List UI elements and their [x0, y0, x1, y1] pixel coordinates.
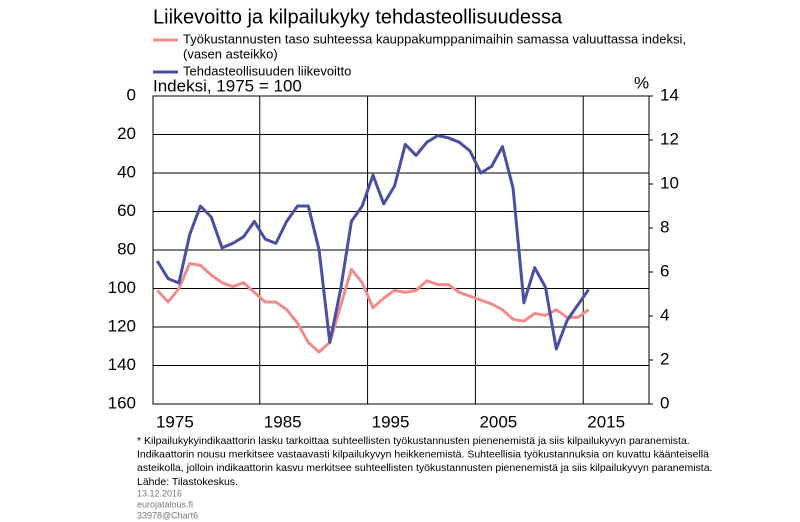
y2-tick-label: 0: [660, 393, 669, 412]
footnote: Lähde: Tilastokeskus.: [137, 476, 238, 488]
y-tick-label: 60: [117, 201, 136, 220]
y2-tick-label: 6: [660, 261, 669, 280]
y-tick-label: 140: [108, 355, 136, 374]
y-tick-label: 160: [108, 393, 136, 412]
source-meta: 33978@Chart6: [137, 510, 198, 520]
y2-tick-label: 4: [660, 305, 669, 324]
x-tick-label: 2005: [479, 412, 517, 431]
y2-axis-label: %: [634, 73, 649, 92]
y-tick-label: 120: [108, 316, 136, 335]
y2-tick-label: 2: [660, 349, 669, 368]
x-tick-label: 1985: [264, 412, 302, 431]
footnote: * Kilpailukykyindikaattorin lasku tarkoi…: [137, 435, 690, 447]
series-line: [156, 134, 590, 351]
x-tick-label: 1995: [372, 412, 410, 431]
y2-tick-label: 8: [660, 217, 669, 236]
footnote: Indikaattorin nousu merkitsee vastaavast…: [137, 448, 709, 460]
footnote: asteikolla, jolloin indikaattorin kasvu …: [137, 462, 712, 474]
chart-title: Liikevoitto ja kilpailukyky tehdasteolli…: [153, 6, 563, 28]
y2-tick-label: 12: [660, 129, 679, 148]
source-meta: eurojatalous.fi: [137, 499, 193, 509]
legend-label: Tehdasteollisuuden liikevoitto: [183, 63, 351, 78]
legend-label: (vasen asteikko): [183, 46, 278, 61]
y-axis-label: Indeksi, 1975 = 100: [153, 76, 302, 95]
y-tick-label: 100: [108, 278, 136, 297]
y-tick-label: 40: [117, 162, 136, 181]
y-tick-label: 20: [117, 124, 136, 143]
source-meta: 13.12.2016: [137, 488, 182, 498]
plot-frame: [152, 95, 650, 405]
series-line: [156, 262, 590, 354]
x-tick-label: 2015: [587, 412, 625, 431]
y-tick-label: 80: [117, 239, 136, 258]
legend-label: Työkustannusten taso suhteessa kauppakum…: [183, 31, 686, 46]
y2-tick-label: 14: [660, 85, 679, 104]
y2-tick-label: 10: [660, 173, 679, 192]
y-tick-label: 0: [127, 85, 136, 104]
x-tick-label: 1975: [156, 412, 194, 431]
